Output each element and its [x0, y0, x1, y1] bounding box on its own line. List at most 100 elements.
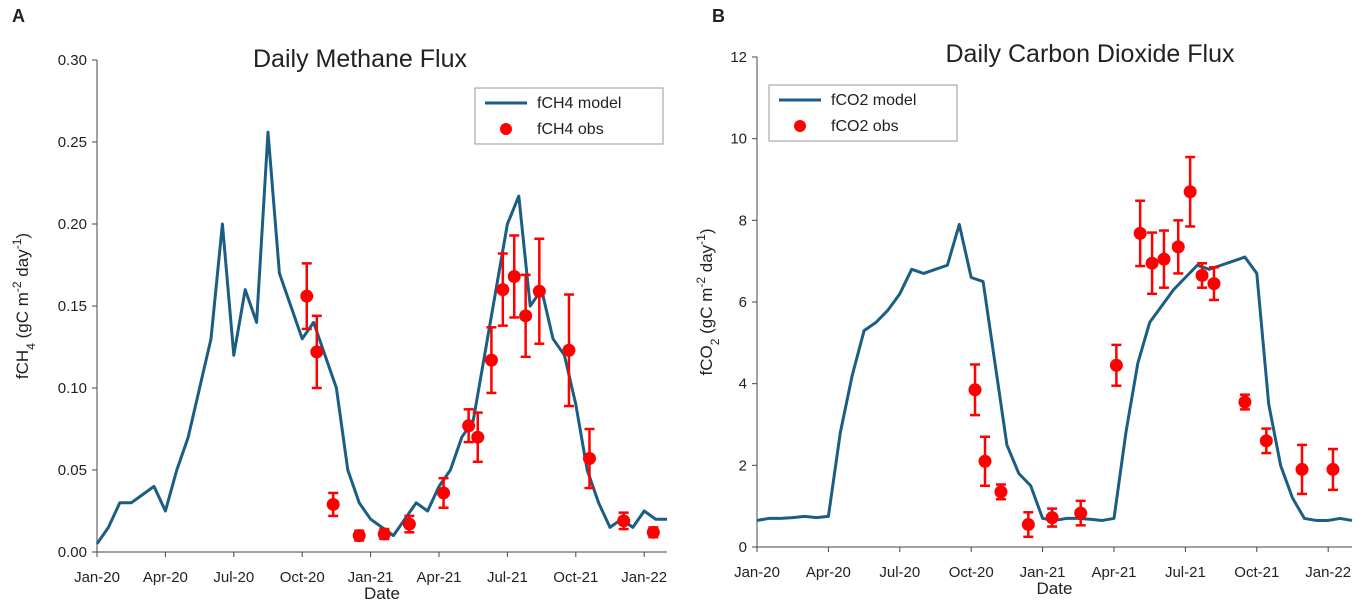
y-label-part: ): [697, 228, 716, 234]
y-tick-label: 12: [730, 49, 747, 66]
y-tick-label: 0.15: [58, 298, 87, 315]
y-label-part: -1: [10, 238, 24, 249]
obs-point: [532, 284, 546, 298]
obs-point: [968, 383, 982, 397]
chart-title: Daily Carbon Dioxide Flux: [945, 40, 1235, 68]
x-tick-label: Jan-22: [621, 569, 667, 586]
legend-label: fCH4 obs: [537, 121, 604, 138]
y-label-part: -2: [10, 281, 24, 292]
y-label-part: fCO: [697, 345, 716, 375]
y-tick-label: 4: [739, 376, 747, 393]
obs-point: [1145, 256, 1159, 270]
obs-point: [617, 514, 631, 528]
y-tick-label: 8: [739, 212, 747, 229]
obs-point: [1157, 252, 1171, 266]
model-line: [95, 130, 667, 545]
x-tick-label: Apr-20: [143, 569, 188, 586]
x-tick-label: Jul-21: [487, 569, 528, 586]
y-label-part: day: [697, 244, 716, 277]
x-tick-label: Oct-21: [553, 569, 598, 586]
y-axis-label: fCH4 (gC m-2 day-1): [10, 233, 38, 379]
obs-point: [437, 486, 451, 500]
x-tick-label: Oct-20: [949, 564, 994, 581]
obs-point: [1045, 511, 1059, 525]
x-axis-label: Date: [364, 584, 400, 603]
obs-point: [994, 485, 1008, 499]
x-tick-label: Jan-21: [348, 569, 394, 586]
x-tick-label: Apr-21: [1091, 564, 1136, 581]
y-tick-label: 0.00: [58, 544, 87, 561]
obs-point: [377, 527, 391, 541]
y-tick-label: 0.25: [58, 134, 87, 151]
x-tick-label: Jul-21: [1165, 564, 1206, 581]
obs-point: [1171, 240, 1185, 254]
obs-point: [582, 452, 596, 466]
y-tick-label: 0: [739, 539, 747, 556]
panel: B Daily Carbon Dioxide Flux 0 2 4 6 8 10 12 Jan-2…: [694, 6, 1353, 598]
obs-point: [1183, 185, 1197, 199]
obs-point: [326, 497, 340, 511]
x-axis-label: Date: [1037, 579, 1073, 598]
legend-label: fCH4 model: [537, 95, 621, 112]
y-tick-label: 0.30: [58, 52, 87, 69]
y-label-part: fCH: [13, 350, 32, 379]
y-tick-label: 0.05: [58, 462, 87, 479]
obs-point: [562, 343, 576, 357]
obs-point: [1207, 277, 1221, 291]
y-label-part: (gC m: [697, 288, 716, 339]
y-label-part: 2: [708, 338, 722, 345]
obs-point: [352, 529, 366, 543]
y-label-part: -1: [694, 234, 708, 245]
obs-point: [1259, 434, 1273, 448]
obs-point: [1295, 462, 1309, 476]
x-tick-label: Jan-20: [734, 564, 780, 581]
y-label-part: ): [13, 233, 32, 239]
obs-point: [1238, 395, 1252, 409]
legend-label: fCO2 obs: [831, 118, 899, 135]
legend: fCH4 model fCH4 obs: [474, 87, 664, 145]
obs-point: [1074, 506, 1088, 520]
y-tick-label: 10: [730, 131, 747, 148]
obs-point: [471, 430, 485, 444]
obs-point: [462, 419, 476, 433]
x-tick-label: Apr-20: [806, 564, 851, 581]
obs-point: [978, 454, 992, 468]
obs-point: [1109, 358, 1123, 372]
obs-point: [484, 353, 498, 367]
y-label-part: 4: [24, 343, 38, 350]
obs-point: [300, 289, 314, 303]
y-axis-label: fCO2 (gC m-2 day-1): [694, 228, 722, 375]
x-tick-label: Jan-21: [1020, 564, 1066, 581]
panel-label: A: [12, 6, 25, 26]
obs-point: [507, 269, 521, 283]
obs-point: [310, 345, 324, 359]
y-label-part: day: [13, 249, 32, 282]
y-label-part: (gC m: [13, 292, 32, 343]
x-tick-label: Jan-20: [74, 569, 120, 586]
panel: A Daily Methane Flux 0.00 0.05 0.10 0.15 0.20 0…: [10, 6, 667, 603]
legend-swatch: [500, 123, 512, 135]
obs-point: [1326, 462, 1340, 476]
obs-point: [646, 525, 660, 539]
y-tick-label: 0.20: [58, 216, 87, 233]
y-tick-label: 6: [739, 294, 747, 311]
model-line: [756, 222, 1353, 522]
y-tick-label: 0.10: [58, 380, 87, 397]
x-tick-label: Oct-20: [280, 569, 325, 586]
legend-label: fCO2 model: [831, 92, 916, 109]
x-tick-label: Apr-21: [416, 569, 461, 586]
obs-point: [1133, 226, 1147, 240]
y-label-part: -2: [694, 277, 708, 288]
obs-point: [519, 309, 533, 323]
x-tick-label: Oct-21: [1234, 564, 1279, 581]
obs-point: [496, 283, 510, 297]
chart-title: Daily Methane Flux: [253, 45, 467, 73]
obs-point: [402, 517, 416, 531]
x-tick-label: Jul-20: [879, 564, 920, 581]
obs-point: [1021, 518, 1035, 532]
y-tick-label: 2: [739, 457, 747, 474]
obs-point: [1195, 268, 1209, 282]
panel-label: B: [712, 6, 725, 26]
legend: fCO2 model fCO2 obs: [768, 84, 958, 142]
